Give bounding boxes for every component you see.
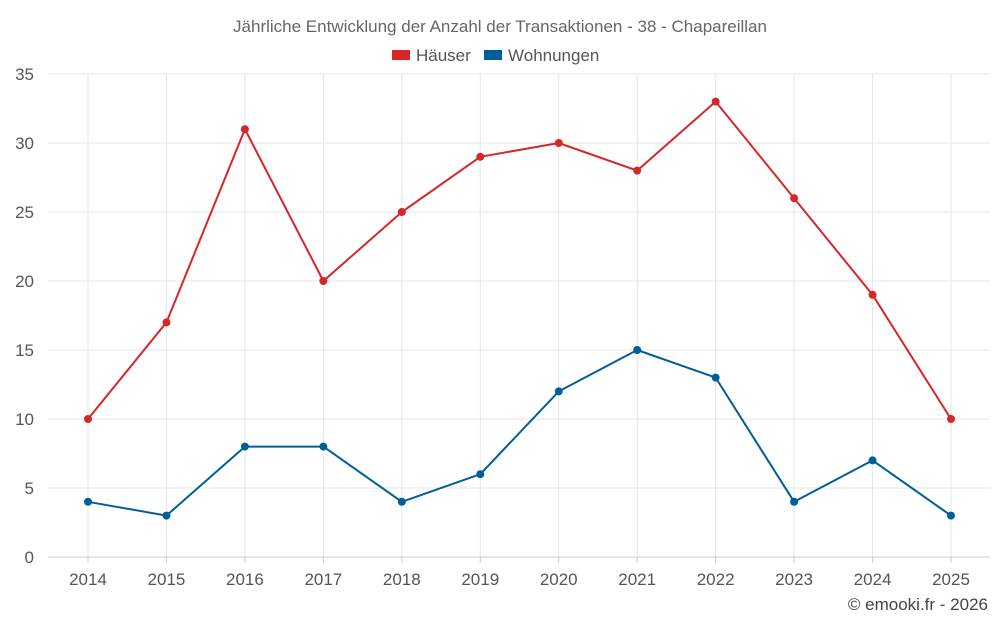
legend: Häuser Wohnungen — [392, 46, 599, 65]
y-tick-label: 30 — [15, 134, 34, 153]
legend-item-wohnungen[interactable]: Wohnungen — [484, 46, 599, 65]
data-point-haeuser[interactable] — [554, 139, 563, 147]
data-point-haeuser[interactable] — [868, 290, 877, 299]
data-point-wohnungen[interactable] — [790, 497, 799, 506]
y-tick-label: 20 — [15, 272, 34, 291]
data-point-wohnungen[interactable] — [397, 497, 406, 506]
x-tick-label: 2020 — [540, 570, 578, 589]
data-point-haeuser[interactable] — [711, 97, 720, 106]
data-point-haeuser[interactable] — [947, 415, 955, 423]
data-point-wohnungen[interactable] — [868, 456, 877, 465]
series-line-wohnungen — [87, 349, 952, 517]
data-point-wohnungen[interactable] — [947, 511, 955, 520]
y-tick-label: 15 — [15, 341, 34, 360]
data-point-wohnungen[interactable] — [711, 373, 720, 382]
data-point-haeuser[interactable] — [633, 166, 642, 175]
legend-swatch-wohnungen — [484, 50, 502, 60]
legend-label-haeuser: Häuser — [416, 46, 471, 65]
data-point-wohnungen[interactable] — [476, 470, 485, 479]
y-tick-label: 5 — [25, 479, 34, 498]
data-point-haeuser[interactable] — [162, 318, 171, 327]
x-tick-label: 2023 — [775, 570, 813, 589]
data-point-haeuser[interactable] — [397, 208, 406, 216]
x-tick-label: 2025 — [932, 570, 970, 589]
data-point-haeuser[interactable] — [240, 125, 249, 134]
x-tick-label: 2018 — [383, 570, 421, 589]
series-layer — [84, 97, 955, 520]
x-tick-label: 2022 — [697, 570, 735, 589]
x-tick-label: 2016 — [226, 570, 264, 589]
series-line-haeuser — [87, 100, 952, 420]
x-tick-label: 2021 — [618, 570, 656, 589]
data-point-haeuser[interactable] — [476, 152, 485, 161]
legend-swatch-haeuser — [392, 50, 410, 60]
y-tick-label: 10 — [15, 410, 34, 429]
credit-text: © emooki.fr - 2026 — [848, 595, 988, 614]
legend-label-wohnungen: Wohnungen — [508, 46, 599, 65]
data-point-haeuser[interactable] — [790, 194, 799, 203]
x-tick-label: 2024 — [854, 570, 892, 589]
data-point-wohnungen[interactable] — [84, 497, 92, 506]
grid — [48, 73, 990, 557]
x-tick-label: 2019 — [461, 570, 499, 589]
data-point-wohnungen[interactable] — [319, 442, 328, 451]
y-tick-label: 35 — [15, 65, 34, 84]
data-point-wohnungen[interactable] — [554, 387, 563, 396]
data-point-wohnungen[interactable] — [162, 511, 171, 520]
x-tick-label: 2017 — [304, 570, 342, 589]
chart-title: Jährliche Entwicklung der Anzahl der Tra… — [233, 17, 767, 36]
data-point-wohnungen[interactable] — [240, 442, 249, 451]
data-point-wohnungen[interactable] — [633, 346, 642, 354]
x-tick-label: 2015 — [148, 570, 186, 589]
data-point-haeuser[interactable] — [84, 415, 92, 423]
data-point-haeuser[interactable] — [319, 277, 328, 285]
y-tick-label: 0 — [25, 548, 34, 567]
x-tick-label: 2014 — [69, 570, 107, 589]
y-tick-label: 25 — [15, 203, 34, 222]
y-axis-ticks: 0 5 10 15 20 25 30 35 — [15, 65, 34, 567]
legend-item-haeuser[interactable]: Häuser — [392, 46, 471, 65]
x-axis-ticks: 2014 2015 2016 2017 2018 2019 2020 2021 2022 2023… — [69, 557, 970, 589]
